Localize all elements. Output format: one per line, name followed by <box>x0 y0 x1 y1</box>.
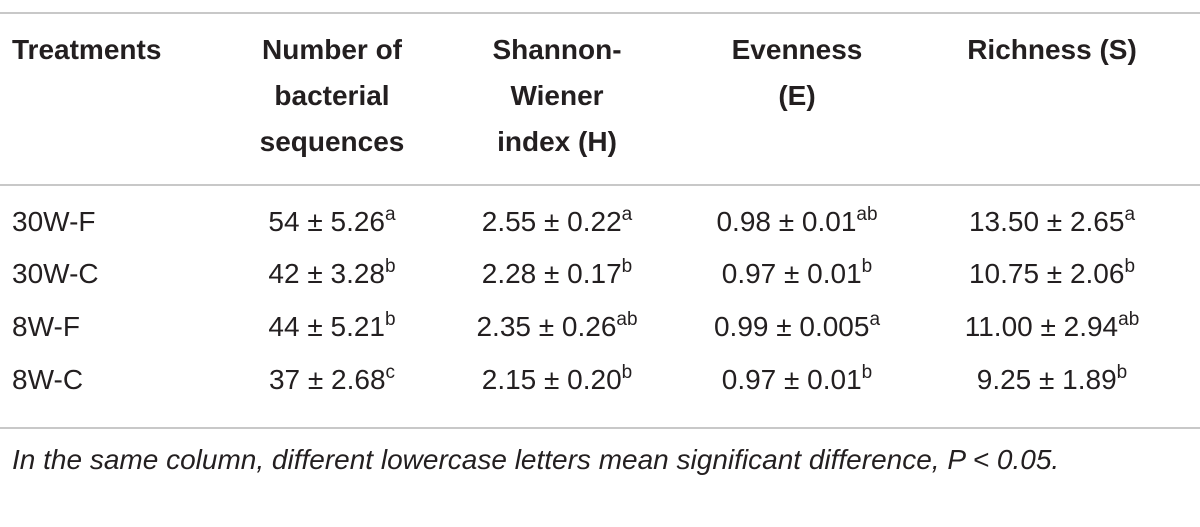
value-cell: 9.25 ± 1.89b <box>976 362 1128 401</box>
header-cell: Number of <box>262 34 402 65</box>
value-text: 2.15 ± 0.20 <box>481 364 622 395</box>
value-text: 42 ± 3.28 <box>268 258 385 289</box>
value-text: 2.55 ± 0.22 <box>481 206 622 237</box>
significance-letter: b <box>621 362 633 383</box>
value-text: 54 ± 5.26 <box>268 206 385 237</box>
value-text: 0.98 ± 0.01 <box>716 206 857 237</box>
significance-letter: a <box>621 204 633 225</box>
value-text: 11.00 ± 2.94 <box>964 311 1119 342</box>
value-text: 9.25 ± 1.89 <box>976 364 1117 395</box>
value-text: 44 ± 5.21 <box>268 311 385 342</box>
significance-letter: b <box>1116 362 1128 383</box>
value-text: 0.97 ± 0.01 <box>721 258 862 289</box>
treatment-cell: 30W-F <box>12 206 96 237</box>
value-cell: 0.99 ± 0.005a <box>713 309 881 348</box>
value-text: 10.75 ± 2.06 <box>968 258 1125 289</box>
value-cell: 44 ± 5.21b <box>268 309 396 348</box>
value-cell: 0.98 ± 0.01ab <box>716 204 878 243</box>
significance-letter: b <box>1124 256 1136 277</box>
header-cell: Wiener <box>510 80 604 111</box>
significance-letter: ab <box>856 204 878 225</box>
treatment-cell: 8W-C <box>12 364 84 395</box>
significance-letter: c <box>385 362 396 383</box>
value-cell: 54 ± 5.26a <box>268 204 396 243</box>
header-cell: bacterial <box>274 80 390 111</box>
significance-letter: b <box>385 256 396 277</box>
significance-letter: b <box>861 256 873 277</box>
footnote: In the same column, different lowercase … <box>12 444 1060 475</box>
value-text: 13.50 ± 2.65 <box>968 206 1125 237</box>
value-cell: 0.97 ± 0.01b <box>721 362 873 401</box>
top-rule <box>0 12 1200 14</box>
value-text: 37 ± 2.68 <box>268 364 386 395</box>
value-text: 0.97 ± 0.01 <box>721 364 862 395</box>
header-cell: Treatments <box>12 34 162 65</box>
header-rule <box>0 184 1200 186</box>
treatment-cell: 30W-C <box>12 258 99 289</box>
significance-letter: a <box>1124 204 1136 225</box>
value-text: 0.99 ± 0.005 <box>713 311 870 342</box>
value-cell: 11.00 ± 2.94ab <box>964 309 1140 348</box>
significance-letter: ab <box>616 309 638 330</box>
header-cell: Shannon- <box>492 34 622 65</box>
header-cell: index (H) <box>497 126 617 157</box>
header-cell: (E) <box>778 80 816 111</box>
value-cell: 42 ± 3.28b <box>268 256 396 295</box>
significance-letter: b <box>861 362 873 383</box>
value-cell: 2.55 ± 0.22a <box>481 204 633 243</box>
value-cell: 37 ± 2.68c <box>268 362 396 401</box>
value-cell: 2.15 ± 0.20b <box>481 362 633 401</box>
header-cell: Evenness <box>731 34 863 65</box>
value-text: 2.28 ± 0.17 <box>481 258 622 289</box>
significance-letter: b <box>385 309 396 330</box>
header-cell: Richness (S) <box>967 34 1137 65</box>
value-cell: 13.50 ± 2.65a <box>968 204 1136 243</box>
header-cell: sequences <box>259 126 405 157</box>
value-text: 2.35 ± 0.26 <box>476 311 617 342</box>
significance-letter: a <box>385 204 396 225</box>
bottom-rule <box>0 427 1200 429</box>
value-cell: 2.35 ± 0.26ab <box>476 309 638 348</box>
significance-letter: ab <box>1118 309 1140 330</box>
value-cell: 10.75 ± 2.06b <box>968 256 1136 295</box>
value-cell: 0.97 ± 0.01b <box>721 256 873 295</box>
value-cell: 2.28 ± 0.17b <box>481 256 633 295</box>
significance-letter: a <box>869 309 881 330</box>
treatment-cell: 8W-F <box>12 311 80 342</box>
significance-letter: b <box>621 256 633 277</box>
